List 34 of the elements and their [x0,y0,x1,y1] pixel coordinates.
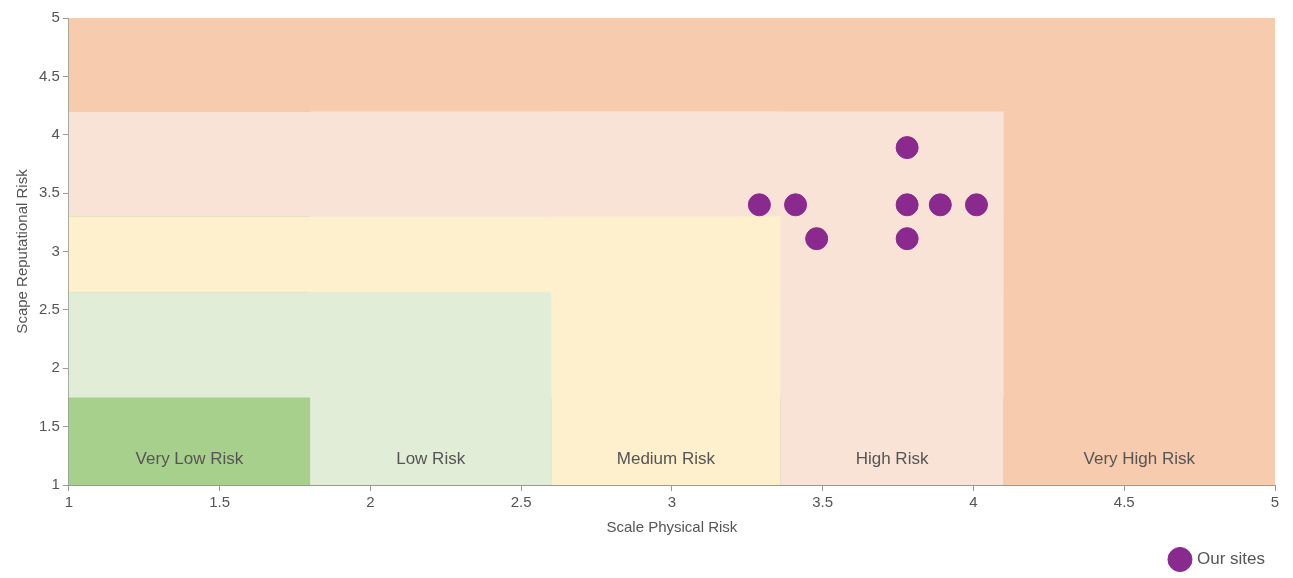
y-tick-label: 2 [51,358,60,376]
x-tick-label: 5 [1270,493,1280,511]
y-tick-label: 1.5 [38,416,60,434]
y-tick-label: 4 [51,124,60,142]
band-label: High Risk [855,448,929,468]
y-axis-title: Scape Reputational Risk [13,168,31,334]
point [895,193,919,217]
y-tick-label: 1 [51,475,60,493]
band-label: Very High Risk [1083,448,1196,468]
y-tick-label: 3.5 [38,183,60,201]
x-tick-label: 4.5 [1113,493,1135,511]
point [895,136,919,160]
point [784,193,808,217]
x-tick-label: 1.5 [209,493,231,511]
point [747,193,771,217]
point [928,193,952,217]
point [805,227,829,251]
x-tick-label: 3 [667,493,677,511]
y-tick-label: 5 [51,8,60,26]
x-tick-label: 2.5 [510,493,532,511]
point [895,227,919,251]
point [964,193,988,217]
x-tick-label: 1 [64,493,74,511]
x-tick-label: 4 [969,493,978,511]
y-tick-label: 4.5 [38,66,60,84]
y-tick-label: 3 [51,241,60,259]
band-label: Low Risk [396,448,466,468]
y-tick-label: 2.5 [38,300,60,318]
band-label: Very Low Risk [135,448,244,468]
x-tick-label: 2 [366,493,375,511]
band-label: Medium Risk [616,448,716,468]
x-tick-label: 3.5 [812,493,834,511]
legend-label: Our sites [1196,549,1266,569]
x-axis-title: Scale Physical Risk [606,518,738,536]
